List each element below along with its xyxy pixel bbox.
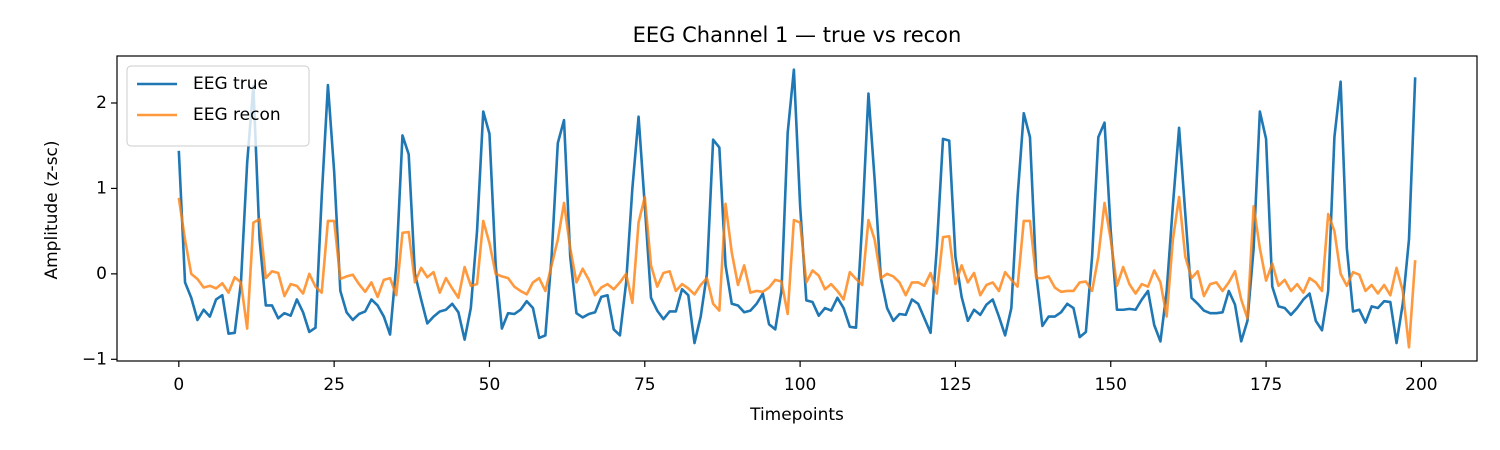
chart-title: EEG Channel 1 — true vs recon <box>633 23 962 47</box>
x-tick-label: 75 <box>634 375 656 395</box>
x-tick-label: 125 <box>939 375 971 395</box>
x-tick-label: 200 <box>1405 375 1437 395</box>
y-tick-label: −1 <box>82 349 107 369</box>
y-tick-label: 2 <box>96 93 107 113</box>
legend-label: EEG true <box>193 74 268 94</box>
y-axis-label: Amplitude (z-sc) <box>42 140 62 279</box>
x-tick-label: 175 <box>1250 375 1282 395</box>
legend-label: EEG recon <box>193 105 281 125</box>
x-tick-label: 50 <box>479 375 501 395</box>
y-tick-label: 1 <box>96 178 107 198</box>
series-line <box>177 68 1417 345</box>
x-axis-label: Timepoints <box>749 405 844 425</box>
x-tick-label: 150 <box>1095 375 1127 395</box>
x-tick-label: 100 <box>784 375 816 395</box>
x-tick-label: 0 <box>173 375 184 395</box>
legend-box <box>126 65 310 147</box>
x-tick-label: 25 <box>323 375 345 395</box>
y-tick-label: 0 <box>96 264 107 284</box>
series-line <box>177 195 1417 349</box>
plot-frame <box>116 55 1478 362</box>
